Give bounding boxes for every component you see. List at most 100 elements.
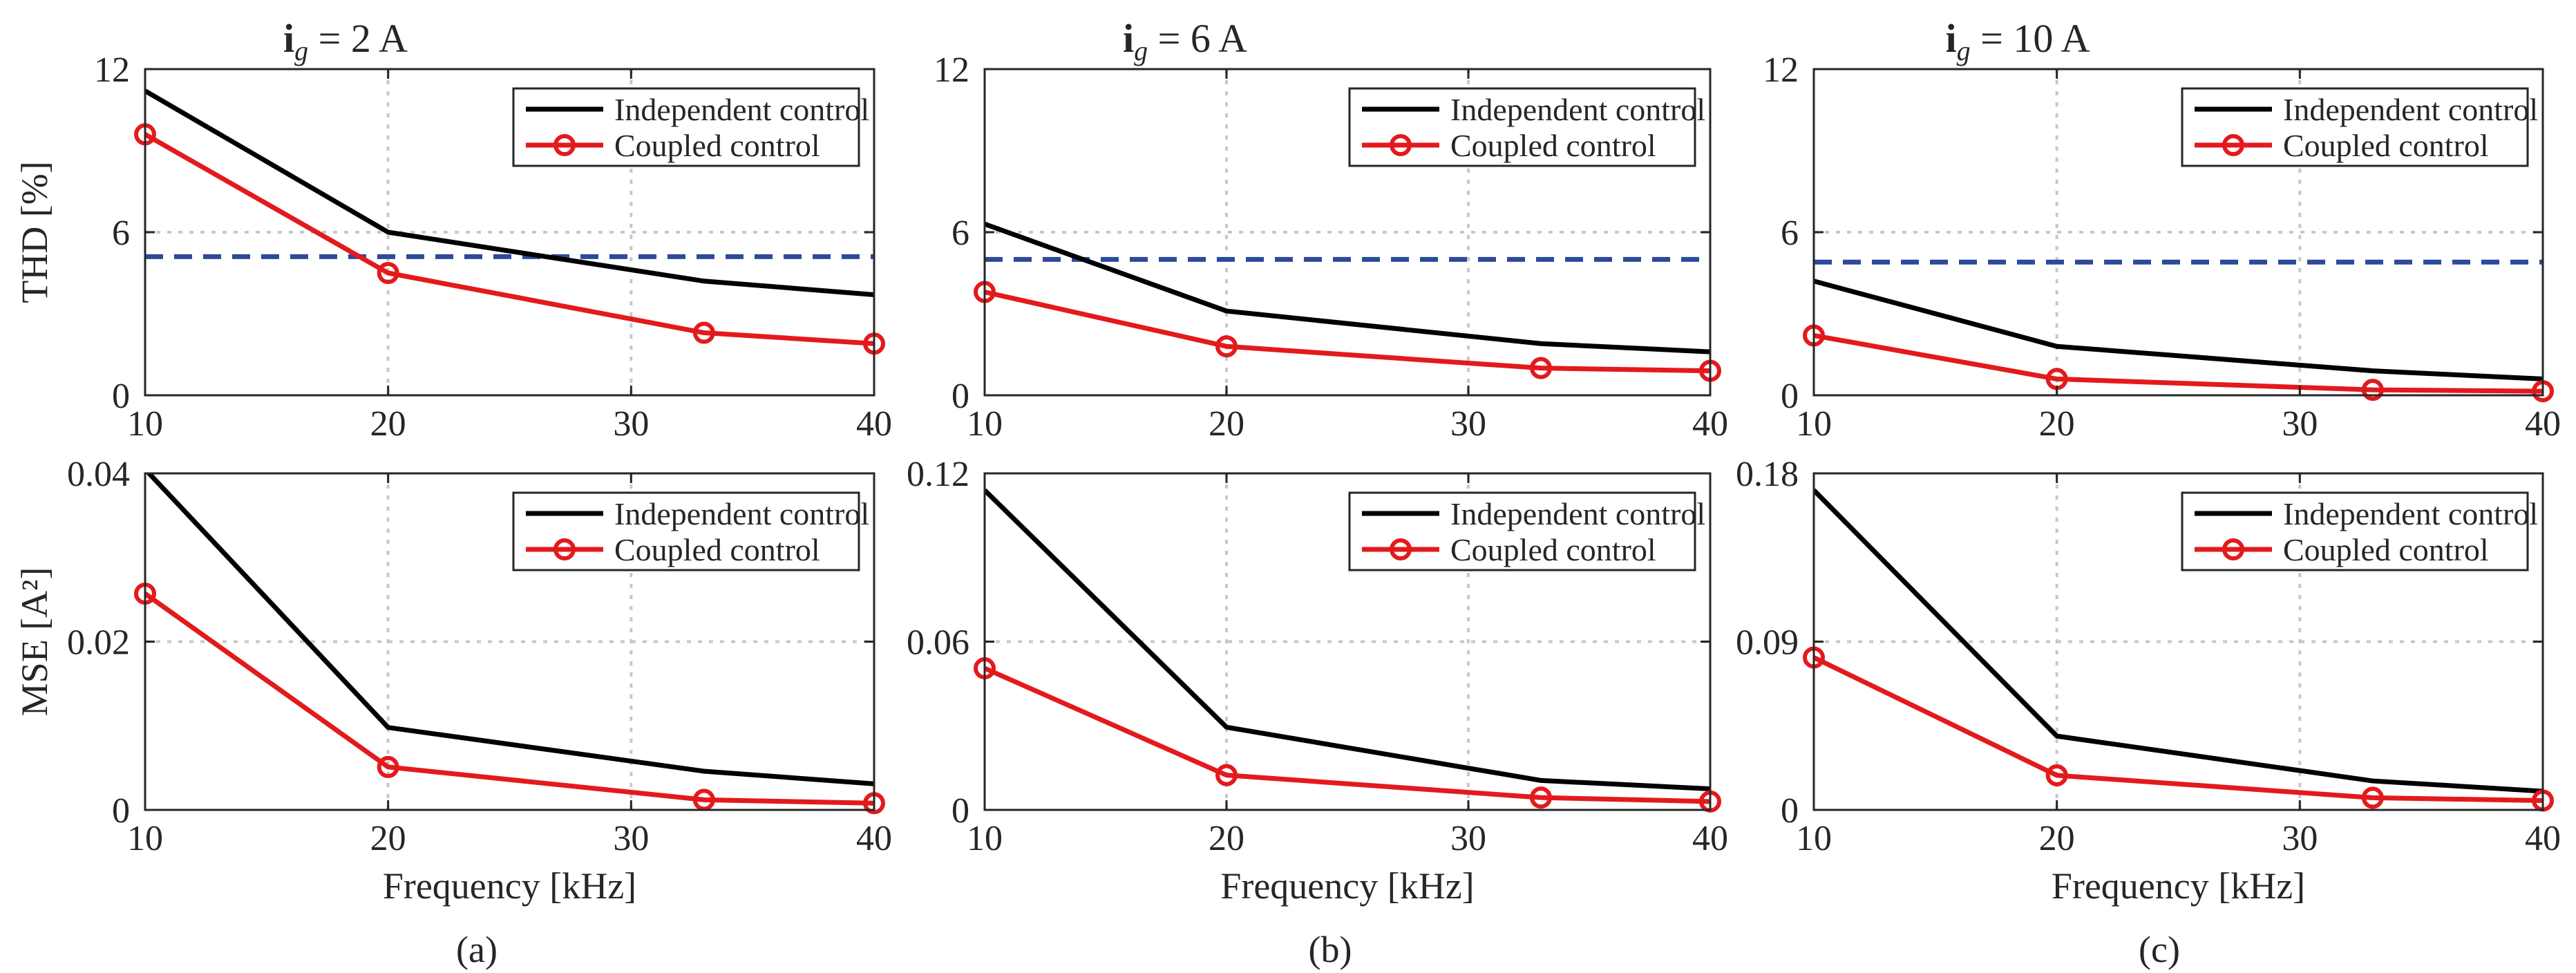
chart-mse-c: 10 20 30 40 0 0.09 0.18 Frequency [kHz] Independ… — [1736, 455, 2561, 907]
series-line-independent — [1814, 278, 2543, 381]
y-tick-label: 6 — [951, 214, 969, 253]
x-tick-label: 30 — [1450, 819, 1486, 858]
data-point-coupled — [2361, 379, 2384, 402]
x-tick-label: 40 — [1692, 819, 1728, 858]
y-tick-label: 12 — [94, 50, 130, 90]
legend-label: Independent control — [614, 92, 869, 127]
x-tick-label: 10 — [967, 819, 1003, 858]
y-axis-label: THD [%] — [14, 161, 55, 303]
legend-label: Coupled control — [614, 532, 820, 567]
legend-marker-coupled — [2222, 134, 2244, 156]
x-tick-label: 40 — [2525, 404, 2561, 444]
data-point-coupled — [377, 755, 399, 778]
plot-area — [145, 473, 874, 806]
x-tick-label: 20 — [2039, 819, 2075, 858]
plot-area — [985, 488, 1710, 804]
x-tick-label: 20 — [1209, 819, 1244, 858]
y-tick-label: 0.02 — [67, 623, 130, 663]
legend-marker-coupled — [1390, 134, 1412, 156]
x-tick-label: 20 — [370, 819, 406, 858]
title-subscript: g — [294, 35, 308, 66]
x-tick-label: 20 — [1209, 404, 1244, 444]
y-tick-label: 0 — [112, 377, 130, 416]
y-tick-label: 0 — [112, 791, 130, 831]
legend-label: Coupled control — [2283, 128, 2489, 163]
panel-title-c: ig = 10 A — [1945, 16, 2090, 66]
data-point-coupled — [692, 788, 715, 811]
series-line-coupled — [145, 592, 874, 806]
x-tick-label: 40 — [856, 404, 892, 444]
x-tick-label: 40 — [856, 819, 892, 858]
series-line-coupled — [985, 290, 1710, 374]
legend-marker-coupled — [553, 134, 576, 156]
title-subscript: g — [1957, 35, 1971, 66]
y-tick-label: 0 — [1781, 791, 1799, 831]
series-line-independent — [985, 488, 1710, 792]
panel-caption-a: (a) — [456, 929, 498, 970]
title-subscript: g — [1134, 35, 1148, 66]
y-tick-label: 0.04 — [67, 455, 130, 494]
title-value: 2 A — [351, 16, 408, 61]
x-tick-label: 40 — [2525, 819, 2561, 858]
x-axis-label: Frequency [kHz] — [383, 865, 636, 907]
panel-caption-c: (c) — [2139, 929, 2180, 970]
x-tick-label: 30 — [613, 819, 649, 858]
x-tick-label: 10 — [127, 404, 163, 444]
title-relation: = — [1148, 16, 1191, 61]
legend-marker-coupled — [553, 538, 576, 560]
chart-mse-a: 10 20 30 40 0 0.02 0.04 MSE [A²] Frequency [kHz]… — [14, 455, 892, 907]
data-point-coupled — [1215, 764, 1238, 786]
y-tick-label: 0.09 — [1736, 623, 1799, 663]
panel-title-a: ig = 2 A — [283, 16, 408, 66]
y-tick-label: 0 — [1781, 377, 1799, 416]
legend-marker-coupled — [1390, 538, 1412, 560]
data-point-coupled — [1530, 786, 1552, 809]
y-tick-label: 6 — [1781, 214, 1799, 253]
series-line-coupled — [145, 132, 874, 346]
x-tick-label: 30 — [2282, 404, 2318, 444]
title-symbol: i — [1123, 16, 1134, 61]
panel-title-b: ig = 6 A — [1123, 16, 1247, 66]
y-tick-label: 0 — [951, 377, 969, 416]
title-symbol: i — [1945, 16, 1956, 61]
legend-label: Independent control — [2283, 496, 2538, 531]
data-point-coupled — [1530, 357, 1552, 379]
title-relation: = — [1971, 16, 2014, 61]
legend-label: Independent control — [1450, 92, 1705, 127]
plot-area — [985, 221, 1710, 374]
y-tick-label: 12 — [934, 50, 969, 90]
series-line-independent — [145, 88, 874, 297]
legend-label: Coupled control — [2283, 532, 2489, 567]
x-tick-label: 20 — [370, 404, 406, 444]
series-line-independent — [145, 473, 874, 786]
x-tick-label: 30 — [1450, 404, 1486, 444]
legend-marker-coupled — [2222, 538, 2244, 560]
x-tick-label: 20 — [2039, 404, 2075, 444]
annotation-layer: ig = 2 A ig = 6 A ig = 10 A (a) (b) (c) — [283, 16, 2180, 970]
legend-label: Coupled control — [614, 128, 820, 163]
plot-area — [1814, 488, 2543, 803]
x-tick-label: 10 — [967, 404, 1003, 444]
series-line-independent — [1814, 488, 2543, 794]
legend-label: Coupled control — [1450, 128, 1656, 163]
legend-label: Coupled control — [1450, 532, 1656, 567]
x-tick-label: 40 — [1692, 404, 1728, 444]
title-relation: = — [308, 16, 351, 61]
plot-area — [145, 88, 874, 346]
y-tick-label: 6 — [112, 214, 130, 253]
chart-mse-b: 10 20 30 40 0 0.06 0.12 Frequency [kHz] Independ… — [907, 455, 1728, 907]
chart-thd-a: 10 20 30 40 0 6 12 THD [%] Independent controlCo… — [14, 50, 892, 444]
data-point-coupled — [2361, 786, 2384, 809]
x-tick-label: 10 — [127, 819, 163, 858]
x-axis-label: Frequency [kHz] — [2052, 865, 2305, 907]
data-point-coupled — [377, 262, 399, 284]
series-line-coupled — [985, 665, 1710, 804]
